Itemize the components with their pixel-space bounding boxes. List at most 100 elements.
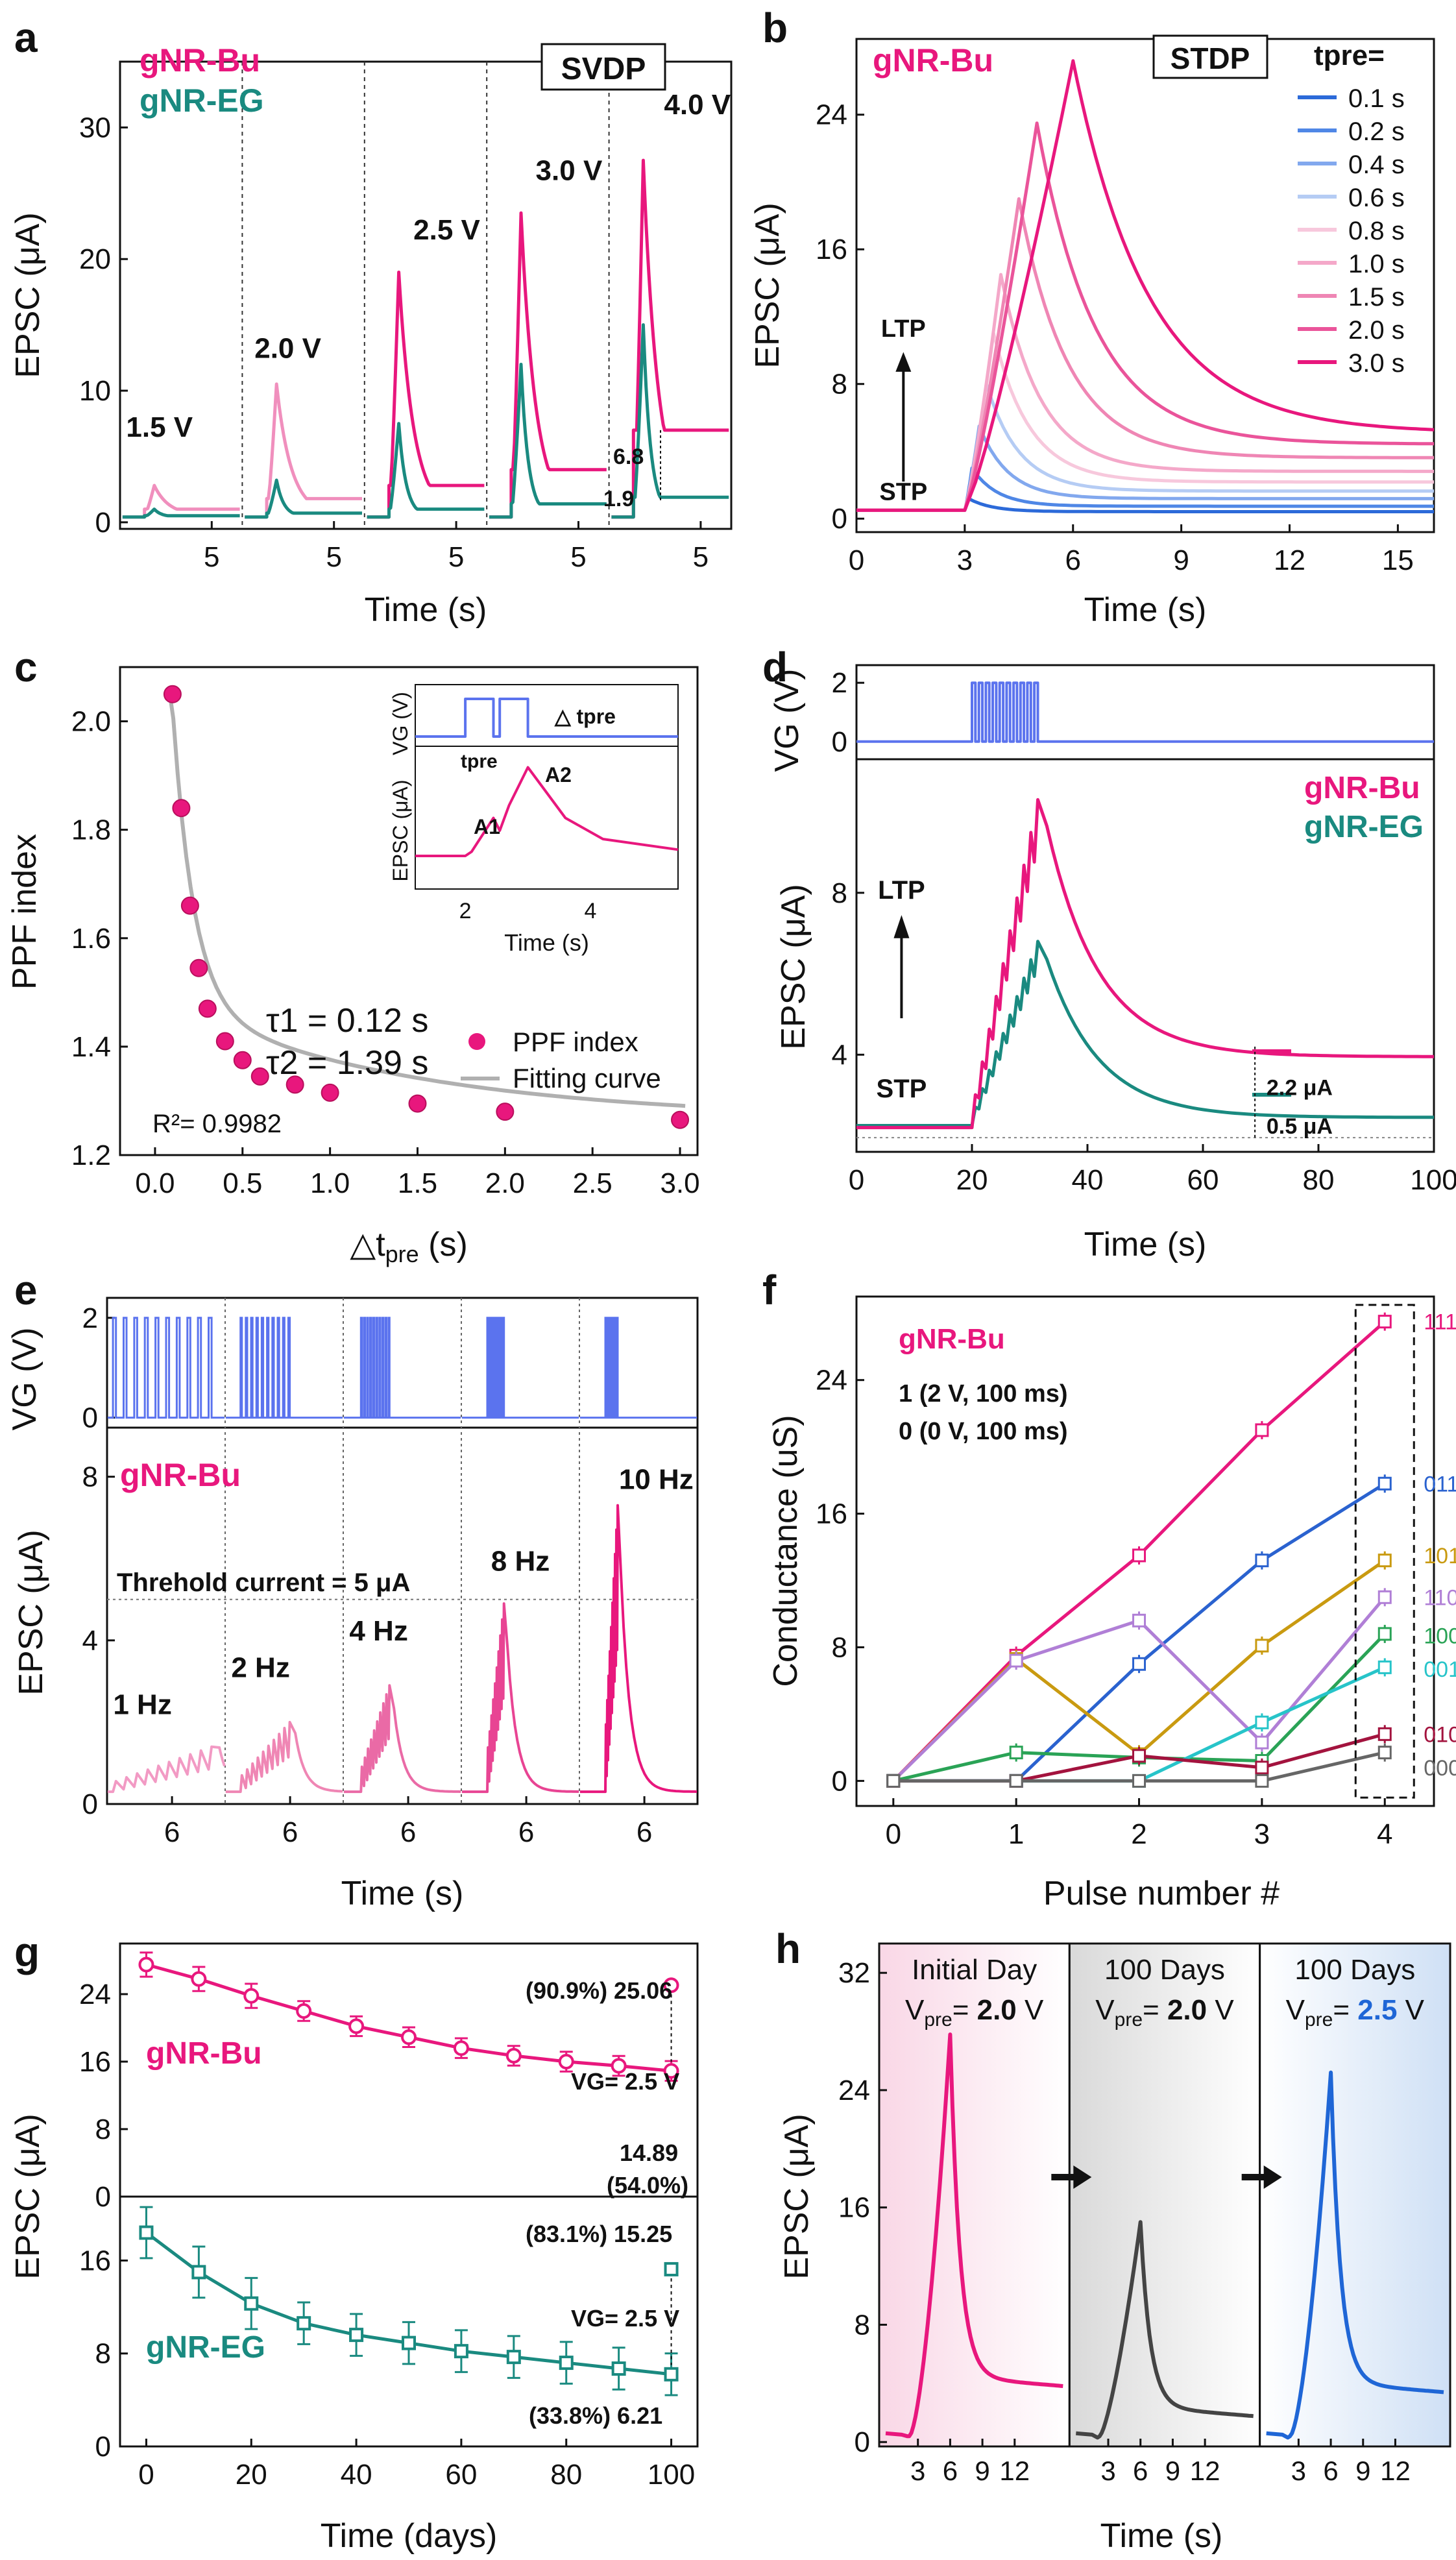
y-tick-label: 10 [79, 375, 111, 407]
vg-pulse-trace [107, 1317, 225, 1419]
x-tick-label: 4 [1377, 1818, 1392, 1850]
epsc-trace [107, 1745, 226, 1794]
data-marker [663, 2063, 679, 2079]
x-tick-label: 1.0 [310, 1167, 350, 1199]
stdp-trace-0.1 s [856, 496, 1434, 513]
y-tick-label: 1.2 [71, 1140, 111, 1171]
x-tick-label: 20 [956, 1164, 988, 1196]
inset-annot: tpre [461, 751, 498, 772]
ppf-point [250, 1067, 269, 1086]
data-marker [611, 2361, 626, 2376]
inset-frame [415, 684, 679, 890]
panel-label: g [14, 1929, 40, 1975]
legend-label: 2.0 s [1348, 316, 1405, 345]
panel-a-frame [119, 60, 733, 530]
ppf-point [189, 958, 208, 977]
legend-label: 1.0 s [1348, 250, 1405, 278]
x-tick-label: 2.0 [485, 1167, 525, 1199]
x-tick-label: 1.5 [398, 1167, 437, 1199]
series-label-bu: gNR-Bu [146, 2036, 262, 2071]
legend-title: tpre= [1314, 40, 1385, 71]
x-tick-label: 5 [448, 541, 464, 573]
data-marker [348, 2018, 365, 2034]
annot: VG= 2.5 V [571, 2068, 679, 2095]
title-box [540, 43, 666, 91]
inset-annot: A1 [474, 815, 500, 838]
ppf-point [198, 999, 217, 1018]
x-tick-label: 15 [1382, 544, 1414, 576]
data-marker [191, 1971, 207, 1987]
y-axis-label: EPSC (μA) [9, 2114, 47, 2279]
vg-axis-label: VG (V) [768, 669, 806, 772]
data-marker [139, 2225, 154, 2240]
y-tick-label: 24 [838, 2075, 870, 2106]
annot: VG= 2.5 V [571, 2305, 679, 2332]
vg-pulse-trace [343, 1317, 461, 1419]
y-tick-label: 20 [79, 243, 111, 275]
annot-delta: 0.5 μA [1267, 1114, 1333, 1139]
vg-tick-label: 2 [82, 1302, 98, 1334]
panel-title: gNR-Bu [120, 1457, 241, 1493]
data-marker [401, 2029, 417, 2045]
x-tick-label: 3 [1291, 2456, 1306, 2486]
note: 0 (0 V, 100 ms) [899, 1418, 1068, 1445]
voltage-label: 4.0 V [664, 89, 731, 121]
stdp-trace-1.0 s [856, 273, 1434, 512]
ppf-point [180, 896, 199, 915]
x-tick-label: 60 [445, 2459, 477, 2491]
eg-trace [245, 478, 363, 519]
x-tick-label: 6 [637, 1816, 652, 1848]
subpanel-voltage: Vpre= 2.5 V [1286, 1994, 1425, 2030]
y-axis-label: EPSC (μA) [12, 1530, 50, 1695]
y-tick-label: 1.6 [71, 923, 111, 955]
x-tick-label: 6 [164, 1816, 180, 1848]
inset-ylabel: VG (V) [389, 692, 412, 755]
x-axis-label: Time (s) [341, 1875, 464, 1912]
x-tick-label: 3 [910, 2456, 925, 2486]
legend-label: 0.1 s [1348, 84, 1405, 113]
panel-label: c [14, 644, 38, 690]
x-tick-label: 100 [648, 2459, 695, 2491]
x-tick-label: 12 [1190, 2456, 1220, 2486]
annot: 6.8 [613, 445, 644, 469]
eg-trace [856, 940, 1434, 1127]
subpanel-bg [1068, 1942, 1261, 2448]
data-marker [1132, 1548, 1147, 1563]
panel-d-frame [855, 664, 1435, 1153]
y-tick-label: 4 [832, 1039, 847, 1071]
arrow-head [893, 915, 910, 938]
data-marker [454, 2344, 468, 2359]
y-tick-label: 0 [832, 503, 847, 535]
inset-annot: △ tpre [554, 705, 616, 728]
ppf-point [172, 799, 191, 818]
inset-ylabel: EPSC (μA) [389, 779, 412, 881]
vg-pulse-trace [225, 1317, 343, 1419]
data-marker [1132, 1657, 1147, 1671]
bu-trace [367, 271, 485, 519]
data-marker [1377, 1590, 1392, 1604]
voltage-label: 3.0 V [536, 155, 603, 187]
legend-label: PPF index [513, 1027, 638, 1057]
y-axis-label: PPF index [6, 834, 43, 990]
series-0111 [893, 1482, 1386, 1783]
epsc-trace [461, 1602, 579, 1794]
vg-tick-label: 0 [82, 1402, 98, 1434]
y-axis-label: Conductance (uS) [767, 1415, 805, 1687]
data-marker [611, 2058, 627, 2074]
data-marker [1255, 1423, 1269, 1437]
y-tick-label: 0 [82, 1788, 98, 1820]
y-tick-label: 8 [855, 2309, 870, 2341]
inset-xtick: 4 [585, 899, 597, 923]
title-box-text: STDP [1171, 42, 1250, 75]
x-tick-label: 3 [1254, 1818, 1270, 1850]
ppf-point [285, 1075, 304, 1094]
legend-label: 0.6 s [1348, 184, 1405, 212]
annot: (90.9%) 25.06 [526, 1977, 672, 2004]
data-marker [1377, 1746, 1392, 1760]
data-marker [1255, 1761, 1269, 1775]
frequency-label: 4 Hz [349, 1615, 407, 1647]
data-marker [505, 2047, 522, 2064]
